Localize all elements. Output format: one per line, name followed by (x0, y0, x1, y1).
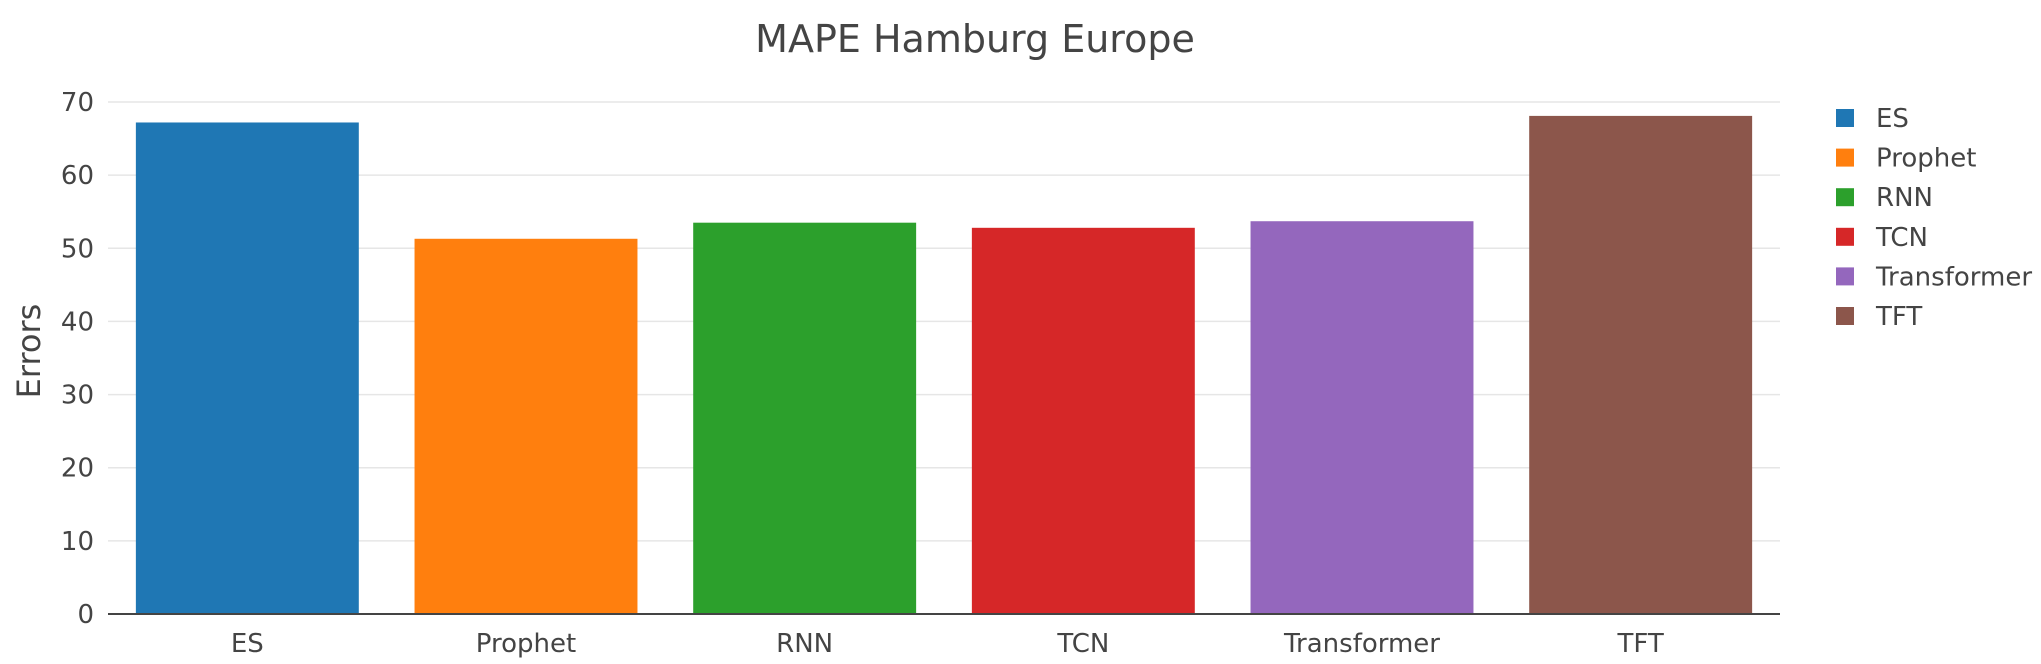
bars (135, 115, 1753, 615)
bar-tcn[interactable] (971, 227, 1195, 614)
legend-item-transformer[interactable]: Transformer (1836, 262, 2032, 292)
legend-item-prophet[interactable]: Prophet (1836, 144, 1976, 174)
legend-label: ES (1876, 104, 1909, 134)
chart-title: MAPE Hamburg Europe (755, 17, 1195, 61)
legend-item-rnn[interactable]: RNN (1836, 183, 1933, 213)
legend-swatch (1836, 227, 1854, 246)
x-tick-label: RNN (776, 629, 833, 659)
legend-swatch (1836, 148, 1854, 167)
x-axis-ticks: ES Prophet RNN TCN Transformer TFT (231, 629, 1664, 659)
legend-label: TFT (1875, 302, 1922, 332)
y-axis-title: Errors (10, 304, 48, 399)
y-tick-label: 60 (61, 161, 94, 191)
y-tick-label: 70 (61, 88, 94, 118)
bar-prophet[interactable] (414, 238, 638, 614)
legend-label: Transformer (1875, 262, 2032, 292)
legend-item-es[interactable]: ES (1836, 104, 1909, 134)
legend-item-tcn[interactable]: TCN (1836, 223, 1928, 253)
y-tick-label: 0 (77, 600, 94, 630)
x-tick-label: Prophet (476, 629, 576, 659)
bar-es[interactable] (135, 122, 359, 614)
legend-label: TCN (1875, 223, 1928, 253)
y-tick-label: 40 (61, 307, 94, 337)
legend-label: Prophet (1876, 144, 1976, 174)
y-tick-label: 20 (61, 454, 94, 484)
y-tick-label: 50 (61, 234, 94, 264)
legend: ES Prophet RNN TCN Transformer TFT (1836, 104, 2032, 332)
legend-swatch (1836, 267, 1854, 286)
x-tick-label: ES (231, 629, 264, 659)
x-tick-label: Transformer (1283, 629, 1440, 659)
legend-swatch (1836, 307, 1854, 325)
legend-swatch (1836, 188, 1854, 207)
y-tick-label: 30 (61, 381, 94, 411)
legend-swatch (1836, 109, 1854, 127)
x-tick-label: TCN (1056, 629, 1109, 659)
bar-tft[interactable] (1529, 115, 1753, 614)
gridlines (108, 101, 1780, 542)
y-tick-label: 10 (61, 527, 94, 557)
bar-transformer[interactable] (1250, 221, 1474, 615)
legend-item-tft[interactable]: TFT (1836, 302, 1922, 332)
x-tick-label: TFT (1617, 629, 1664, 659)
bar-rnn[interactable] (693, 222, 917, 614)
y-axis-ticks: 0 10 20 30 40 50 60 70 (61, 88, 94, 630)
legend-label: RNN (1876, 183, 1933, 213)
